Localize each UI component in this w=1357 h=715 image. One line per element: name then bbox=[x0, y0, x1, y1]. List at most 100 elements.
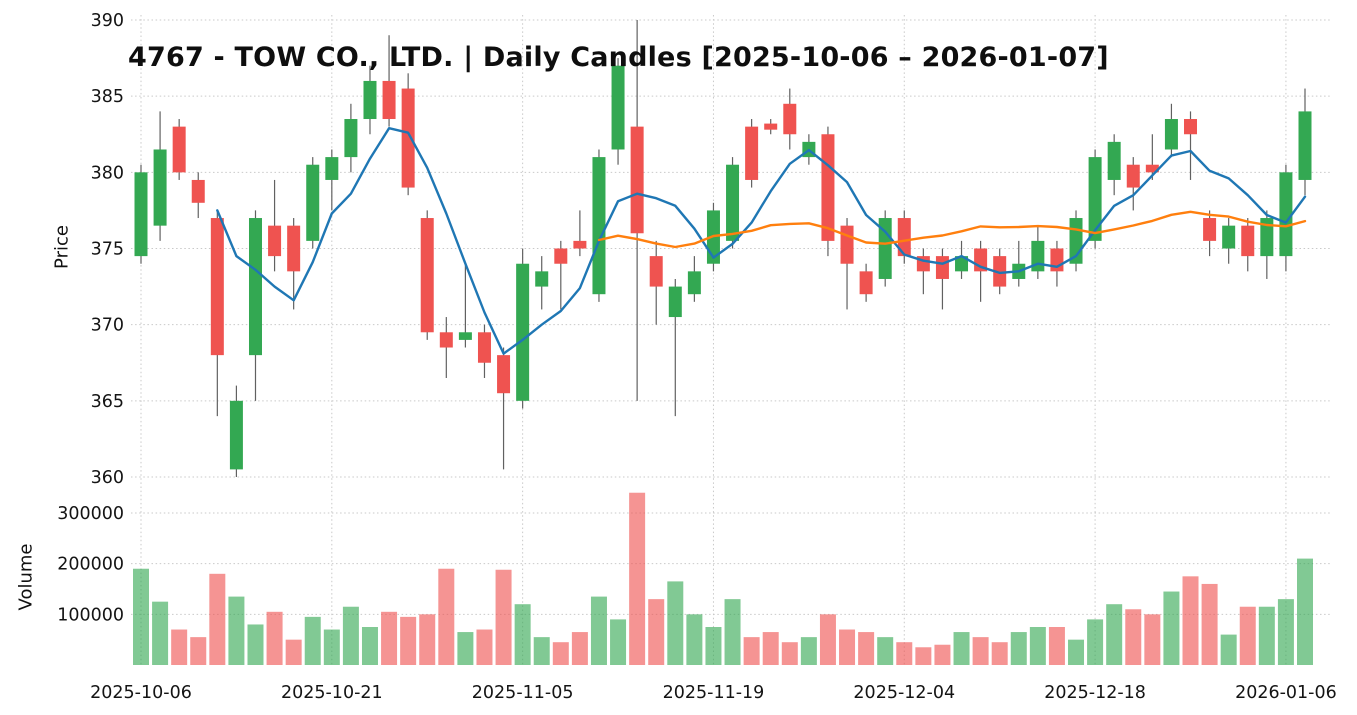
candle-body-up bbox=[687, 271, 701, 295]
volume-bar bbox=[209, 573, 226, 665]
volume-bar bbox=[590, 596, 607, 665]
volume-bar bbox=[571, 632, 588, 665]
volume-bar bbox=[419, 614, 436, 665]
candle-body-down bbox=[859, 271, 873, 295]
volume-tick-label: 300000 bbox=[57, 504, 124, 524]
volume-bar bbox=[190, 637, 207, 665]
date-tick-label: 2025-12-04 bbox=[853, 683, 955, 703]
candle-body-down bbox=[745, 126, 759, 180]
date-tick-label: 2025-12-18 bbox=[1044, 683, 1146, 703]
candle-body-up bbox=[516, 263, 530, 401]
price-axis-label: Price bbox=[51, 225, 73, 269]
candle-body-down bbox=[840, 225, 854, 264]
candle-body-down bbox=[172, 126, 186, 173]
volume-bar bbox=[304, 616, 321, 665]
candle-body-up bbox=[153, 149, 167, 226]
volume-bar bbox=[1068, 639, 1085, 665]
candle-body-up bbox=[458, 332, 472, 340]
candle-body-down bbox=[821, 134, 835, 241]
volume-bar bbox=[610, 619, 627, 665]
volume-bar bbox=[1201, 583, 1218, 665]
volume-bar bbox=[858, 632, 875, 665]
candle-body-down bbox=[649, 256, 663, 287]
volume-bar bbox=[839, 629, 856, 665]
volume-bar bbox=[1239, 606, 1256, 665]
volume-bar bbox=[361, 627, 378, 665]
volume-bar bbox=[323, 629, 340, 665]
volume-bar bbox=[1277, 599, 1294, 665]
volume-bar bbox=[934, 644, 951, 665]
volume-bar bbox=[1163, 591, 1180, 665]
volume-bar bbox=[476, 629, 493, 665]
price-tick-label: 385 bbox=[91, 87, 124, 107]
candle-body-down bbox=[439, 332, 453, 348]
candle-body-down bbox=[935, 256, 949, 279]
candle-body-down bbox=[630, 126, 644, 234]
candle-body-up bbox=[363, 80, 377, 120]
candle-body-down bbox=[420, 218, 434, 333]
candle-body-up bbox=[1279, 172, 1293, 257]
volume-bar bbox=[1048, 627, 1065, 665]
volume-bar bbox=[1182, 576, 1199, 665]
candle-body-down bbox=[477, 332, 491, 363]
price-tick-label: 380 bbox=[91, 163, 124, 183]
candle-body-up bbox=[344, 119, 358, 158]
volume-bar bbox=[495, 569, 512, 665]
candle-body-down bbox=[783, 103, 797, 135]
candle-body-up bbox=[1298, 111, 1312, 180]
volume-axis-label: Volume bbox=[15, 543, 37, 611]
volume-bar bbox=[877, 637, 894, 665]
volume-bar bbox=[781, 642, 798, 665]
candle-body-down bbox=[191, 179, 205, 203]
volume-bar bbox=[629, 492, 646, 665]
volume-bar bbox=[743, 637, 760, 665]
candle-body-down bbox=[993, 256, 1007, 287]
candle-body-up bbox=[611, 65, 625, 150]
price-tick-label: 375 bbox=[91, 239, 124, 259]
candle-body-down bbox=[1184, 119, 1198, 135]
volume-bar bbox=[667, 581, 684, 665]
volume-bar bbox=[648, 599, 665, 665]
volume-bar bbox=[686, 614, 703, 665]
candle-body-down bbox=[287, 225, 301, 272]
volume-bar bbox=[762, 632, 779, 665]
volume-bar bbox=[1106, 604, 1123, 665]
candle-body-up bbox=[306, 164, 320, 241]
date-tick-label: 2025-10-06 bbox=[90, 683, 192, 703]
volume-tick-label: 100000 bbox=[57, 605, 124, 625]
candle-body-up bbox=[1088, 157, 1102, 241]
candle-body-up bbox=[1222, 225, 1236, 249]
date-tick-label: 2026-01-06 bbox=[1235, 683, 1337, 703]
volume-bar bbox=[1144, 614, 1161, 665]
price-tick-label: 370 bbox=[91, 316, 124, 336]
volume-bar bbox=[285, 639, 302, 665]
volume-bar bbox=[1258, 606, 1275, 665]
volume-bar bbox=[1010, 632, 1027, 665]
candle-body-up bbox=[248, 218, 262, 356]
price-tick-label: 365 bbox=[91, 392, 124, 412]
candle-body-up bbox=[535, 271, 549, 287]
volume-bar bbox=[1220, 634, 1237, 665]
candle-body-up bbox=[229, 400, 243, 470]
candle-body-down bbox=[764, 123, 778, 130]
price-tick-label: 360 bbox=[91, 468, 124, 488]
volume-bar bbox=[953, 632, 970, 665]
volume-bar bbox=[991, 642, 1008, 665]
volume-bar bbox=[1087, 619, 1104, 665]
candle-body-down bbox=[497, 355, 511, 394]
ma-line-sma-5 bbox=[216, 126, 1307, 355]
candle-body-up bbox=[668, 286, 682, 318]
candle-body-up bbox=[726, 164, 740, 241]
price-tick-label: 390 bbox=[91, 11, 124, 31]
candle-body-up bbox=[1107, 141, 1121, 180]
volume-bar bbox=[514, 604, 531, 665]
candle-body-down bbox=[897, 218, 911, 257]
volume-bar bbox=[152, 601, 169, 665]
candle-body-up bbox=[592, 157, 606, 295]
volume-bar bbox=[171, 629, 188, 665]
date-tick-label: 2025-11-05 bbox=[472, 683, 574, 703]
volume-bar bbox=[342, 606, 359, 665]
candle-body-down bbox=[401, 88, 415, 188]
